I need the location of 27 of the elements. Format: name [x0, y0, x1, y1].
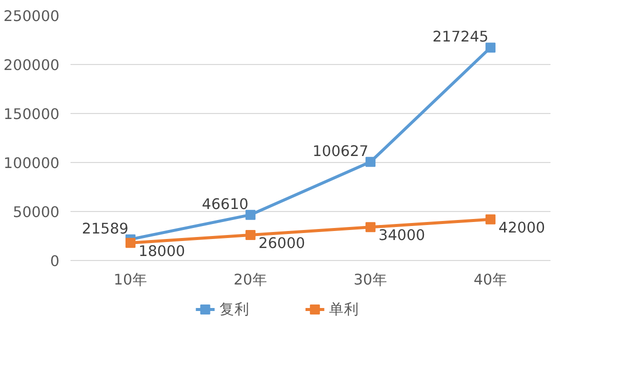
- data-label: 42000: [498, 219, 546, 236]
- x-tick-label: 30年: [354, 272, 388, 288]
- data-label: 21589: [82, 220, 128, 238]
- data-label: 217245: [432, 28, 489, 46]
- x-tick-label: 10年: [114, 272, 148, 288]
- y-tick-label: 50000: [12, 204, 60, 221]
- point: [366, 222, 376, 232]
- legend-label: 单利: [329, 301, 359, 318]
- point: [126, 238, 136, 248]
- data-label: 46610: [202, 196, 248, 213]
- y-tick-label: 200000: [4, 57, 60, 74]
- point: [246, 210, 256, 220]
- x-tick-label: 40年: [474, 272, 508, 288]
- y-tick-label: 150000: [4, 106, 60, 123]
- point: [246, 230, 256, 240]
- data-label: 34000: [378, 227, 426, 244]
- y-tick-label: 250000: [4, 8, 60, 25]
- data-label: 100627: [312, 142, 369, 160]
- x-tick-label: 20年: [234, 272, 268, 288]
- legend-label: 复利: [219, 301, 250, 318]
- y-tick-label: 0: [50, 253, 60, 270]
- y-tick-label: 100000: [4, 155, 60, 172]
- data-label: 18000: [138, 242, 186, 260]
- data-label: 26000: [258, 235, 306, 252]
- point: [486, 214, 496, 224]
- point: [486, 42, 496, 53]
- point: [366, 156, 376, 167]
